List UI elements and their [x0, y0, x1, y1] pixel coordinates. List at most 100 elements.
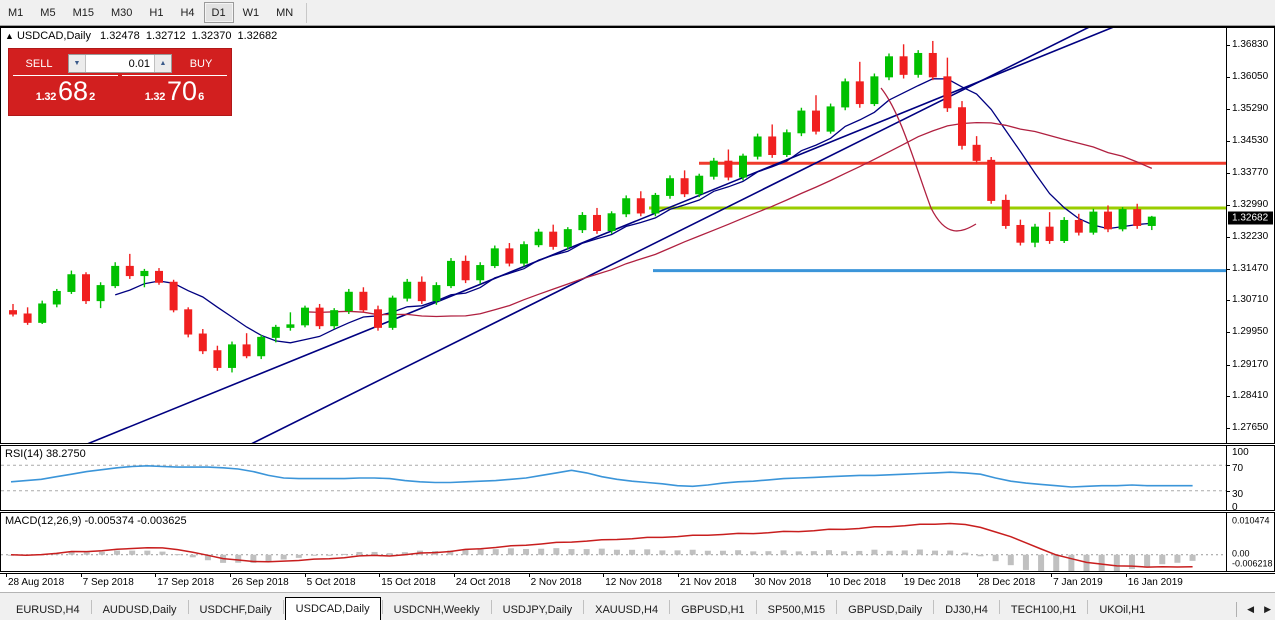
timeframe-button-m15[interactable]: M15 [72, 6, 94, 19]
trend-arrow-icon: ▲ [5, 31, 14, 41]
chart-area[interactable]: 1.36830 1.36050 1.35290 1.34530 1.33770 1.329… [0, 26, 1275, 591]
price-tick-mark [1227, 77, 1230, 79]
time-axis[interactable]: 28 Aug 2018 7 Sep 2018 17 Sep 2018 26 Sep 2… [0, 573, 1275, 591]
volume-input[interactable]: 0.01 [128, 57, 150, 70]
chevron-up-icon[interactable]: ▲ [154, 55, 171, 72]
chart-tab-usdjpy-daily[interactable]: USDJPY,Daily [502, 603, 573, 616]
time-tick-label: 10 Dec 2018 [829, 577, 886, 588]
chart-tabs-bar[interactable]: EURUSD,H4 AUDUSD,Daily USDCHF,Daily USDCAD,… [0, 592, 1275, 620]
timeframe-button-w1[interactable]: W1 [242, 6, 260, 19]
tab-divider [282, 599, 284, 614]
price-tick-mark [1227, 396, 1230, 398]
trade-panel-quotes: 1.32 68 2 1.32 70 6 [9, 75, 231, 115]
macd-histogram-plot [1, 522, 1226, 571]
chart-tab-usdcnh-weekly[interactable]: USDCNH,Weekly [393, 603, 480, 616]
timeframe-button-mn[interactable]: MN [276, 6, 294, 19]
time-tick-label: 15 Oct 2018 [381, 577, 436, 588]
rsi-tick-mark [1227, 490, 1230, 492]
arrow-left-icon[interactable]: ◀ [1247, 604, 1255, 614]
macd-pane[interactable]: 0.010474 0.00 -0.006218 MACD(12,26,9) -0.0… [0, 512, 1275, 572]
price-tick-mark [1227, 172, 1230, 174]
rsi-tick-label: 0 [1232, 502, 1238, 511]
price-tick-mark [1227, 364, 1230, 366]
price-tick-label: 1.34530 [1232, 134, 1269, 146]
buy-price-fraction: 6 [198, 91, 205, 103]
time-tick-mark [603, 574, 605, 577]
time-tick-mark [528, 574, 530, 577]
timeframe-button-h1[interactable]: H1 [149, 6, 164, 19]
rsi-pane[interactable]: 100 70 30 0 RSI(14) 38.2750 [0, 445, 1275, 511]
macd-label: MACD(12,26,9) -0.005374 -0.003625 [5, 515, 187, 527]
chevron-down-icon[interactable]: ▼ [69, 55, 86, 72]
time-tick-label: 28 Aug 2018 [8, 577, 65, 588]
time-tick-label: 17 Sep 2018 [157, 577, 215, 588]
price-tick-label: 1.36830 [1232, 38, 1269, 50]
chart-tab-xauusd-h4[interactable]: XAUUSD,H4 [595, 603, 659, 616]
chart-tab-sp500-m15[interactable]: SP500,M15 [767, 603, 826, 616]
time-tick-mark [229, 574, 231, 577]
timeframe-button-m30[interactable]: M30 [110, 6, 133, 19]
rsi-line-plot [1, 464, 1226, 492]
rsi-tick-mark [1227, 465, 1230, 467]
sell-price-prefix: 1.32 [35, 91, 57, 103]
time-tick-mark [1051, 574, 1053, 577]
price-tick-mark [1227, 205, 1230, 207]
arrow-right-icon[interactable]: ▶ [1264, 604, 1271, 614]
candlestick-plot [9, 28, 1226, 443]
price-tick-label: 1.31470 [1232, 262, 1269, 274]
buy-price-main: 70 [167, 76, 198, 106]
rsi-scale-axis[interactable]: 100 70 30 0 [1226, 446, 1274, 510]
current-price-marker: 1.32682 [1228, 211, 1273, 225]
time-tick-label: 7 Jan 2019 [1053, 577, 1103, 588]
price-tick-mark [1227, 44, 1230, 46]
time-tick-mark [6, 574, 7, 577]
price-tick-label: 1.29170 [1232, 358, 1269, 370]
volume-stepper[interactable]: ▼ 0.01 ▲ [68, 54, 172, 73]
chart-tab-dj30-h4[interactable]: DJ30,H4 [945, 603, 988, 616]
tab-divider [381, 599, 383, 614]
price-tick-mark [1227, 428, 1230, 430]
buy-button[interactable]: BUY [175, 54, 227, 73]
buy-price-quote[interactable]: 1.32 70 6 [122, 75, 227, 112]
one-click-trading-panel[interactable]: SELL ▼ 0.01 ▲ BUY 1.32 68 2 1.32 70 6 [8, 48, 232, 116]
macd-tick-label: 0.00 [1232, 548, 1250, 559]
price-plot[interactable] [1, 28, 1226, 443]
trade-panel-controls: SELL ▼ 0.01 ▲ BUY [9, 49, 231, 75]
timeframe-button-d1[interactable]: D1 [203, 2, 234, 23]
price-tick-mark [1227, 109, 1230, 111]
tab-divider [90, 599, 92, 614]
chart-tab-gbpusd-h1[interactable]: GBPUSD,H1 [681, 603, 745, 616]
time-tick-mark [304, 574, 306, 577]
ohlc-open: 1.32478 [100, 30, 140, 42]
price-tick-label: 1.36050 [1232, 71, 1269, 83]
price-tick-mark [1227, 236, 1230, 238]
chart-tab-ukoil-h1[interactable]: UKOil,H1 [1099, 603, 1146, 616]
chart-tab-tech100-h1[interactable]: TECH100,H1 [1010, 603, 1077, 616]
rsi-plot [1, 446, 1226, 510]
sell-price-quote[interactable]: 1.32 68 2 [13, 75, 118, 112]
tab-nav-divider [1236, 602, 1238, 617]
chart-tab-usdchf-daily[interactable]: USDCHF,Daily [199, 603, 272, 616]
timeframe-button-m5[interactable]: M5 [40, 6, 56, 19]
price-scale-axis[interactable]: 1.36830 1.36050 1.35290 1.34530 1.33770 1.329… [1226, 28, 1274, 443]
tab-divider [836, 599, 838, 614]
timeframe-button-h4[interactable]: H4 [180, 6, 195, 19]
price-pane[interactable]: 1.36830 1.36050 1.35290 1.34530 1.33770 1.329… [0, 27, 1275, 444]
chart-tab-gbpusd-daily[interactable]: GBPUSD,Daily [848, 603, 923, 616]
time-tick-mark [901, 574, 903, 577]
price-tick-label: 1.35290 [1232, 103, 1269, 115]
chart-tab-audusd-daily[interactable]: AUDUSD,Daily [102, 603, 177, 616]
time-tick-mark [80, 574, 82, 577]
tab-scroll-controls[interactable]: ◀ ▶ [1236, 599, 1275, 620]
chart-tab-eurusd-h4[interactable]: EURUSD,H4 [16, 603, 80, 616]
timeframe-button-m1[interactable]: M1 [8, 6, 24, 19]
timeframe-toolbar: M1 M5 M15 M30 H1 H4 D1 W1 MN [0, 0, 1275, 26]
sell-button[interactable]: SELL [13, 54, 65, 73]
time-tick-mark [453, 574, 455, 577]
time-tick-label: 7 Sep 2018 [82, 577, 134, 588]
buy-price-prefix: 1.32 [144, 91, 166, 103]
chart-tab-usdcad-daily[interactable]: USDCAD,Daily [284, 597, 381, 620]
macd-scale-axis[interactable]: 0.010474 0.00 -0.006218 [1226, 513, 1274, 571]
sell-price-fraction: 2 [89, 91, 96, 103]
